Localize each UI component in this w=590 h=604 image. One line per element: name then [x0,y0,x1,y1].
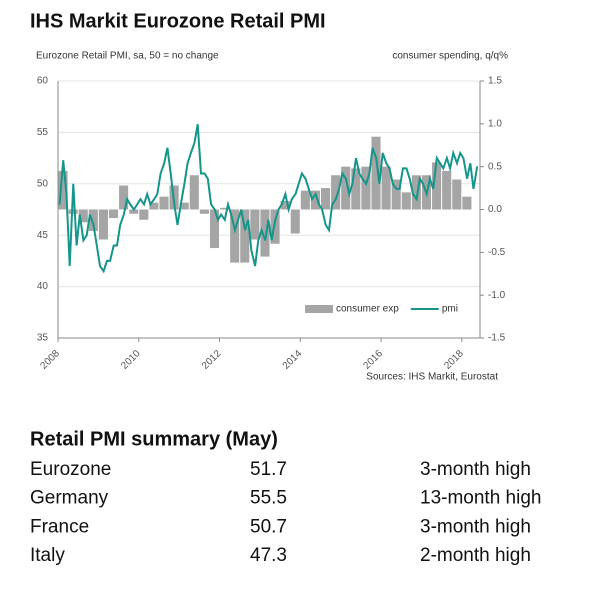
bar [88,209,98,231]
table-cell: 3-month high [420,516,531,537]
bar [78,209,88,223]
bar [58,170,68,210]
bar [341,166,351,210]
y2-tick-label: 0.5 [488,161,502,172]
legend-label: consumer exp [336,304,399,315]
chart-title: IHS Markit Eurozone Retail PMI [30,10,326,32]
table-cell: 47.3 [250,545,287,566]
bar [260,209,270,257]
bar [179,202,189,210]
y-tick-label: 60 [37,76,49,87]
bar [240,209,250,263]
legend-swatch [305,305,333,313]
bar [230,209,240,263]
y-axis-label: Eurozone Retail PMI, sa, 50 = no change [36,51,219,62]
table-cell: 3-month high [420,459,531,480]
y-tick-label: 50 [37,178,49,189]
table-cell: Eurozone [30,459,111,480]
bar [401,192,411,210]
bar [139,209,149,220]
bar [250,209,260,240]
bar [432,162,442,210]
legend-label: pmi [442,304,458,315]
bar [189,175,199,210]
table-title: Retail PMI summary (May) [30,428,278,450]
table-cell: Italy [30,545,65,566]
bar [119,185,129,210]
bar [129,209,139,214]
bar [331,175,341,210]
bar [411,175,421,210]
y2-tick-label: -1.0 [488,290,506,301]
bar [98,209,108,240]
table-cell: 55.5 [250,488,287,509]
y2-axis-label: consumer spending, q/q% [392,51,508,62]
bar [452,179,462,210]
bar [351,168,361,210]
table-cell: 13-month high [420,488,541,509]
bar [209,209,220,249]
bar [442,170,452,210]
bar [310,190,320,210]
bar [149,202,159,210]
table-cell: 50.7 [250,516,287,537]
y2-tick-label: -0.5 [488,247,506,258]
y-tick-label: 45 [37,230,49,241]
table-cell: France [30,516,89,537]
bar [159,196,169,210]
y-tick-label: 55 [37,127,49,138]
bar [381,166,391,210]
bar [280,200,290,210]
y2-tick-label: 0.0 [488,204,502,215]
y2-tick-label: 1.5 [488,76,502,87]
bar [108,209,119,219]
x-tick-label: 2014 [281,348,305,372]
source: Sources: IHS Markit, Eurostat [366,372,498,383]
bar [371,136,381,210]
bar [320,188,331,210]
x-tick-label: 2012 [200,348,224,372]
y-tick-label: 40 [37,281,49,292]
y2-tick-label: 1.0 [488,118,502,129]
table-cell: 51.7 [250,459,287,480]
bar [68,209,78,214]
bar [290,209,300,234]
x-tick-label: 2018 [442,348,466,372]
x-tick-label: 2010 [119,348,143,372]
bar [199,209,209,214]
bar [300,190,310,210]
bar [361,166,371,210]
bar [391,179,401,210]
y2-tick-label: -1.5 [488,333,506,344]
line [58,124,479,274]
bar [462,196,472,210]
bar [220,207,230,210]
x-tick-label: 2008 [38,348,62,372]
x-tick-label: 2016 [362,348,386,372]
table-cell: 2-month high [420,545,531,566]
table-cell: Germany [30,488,109,509]
y-tick-label: 35 [37,333,49,344]
